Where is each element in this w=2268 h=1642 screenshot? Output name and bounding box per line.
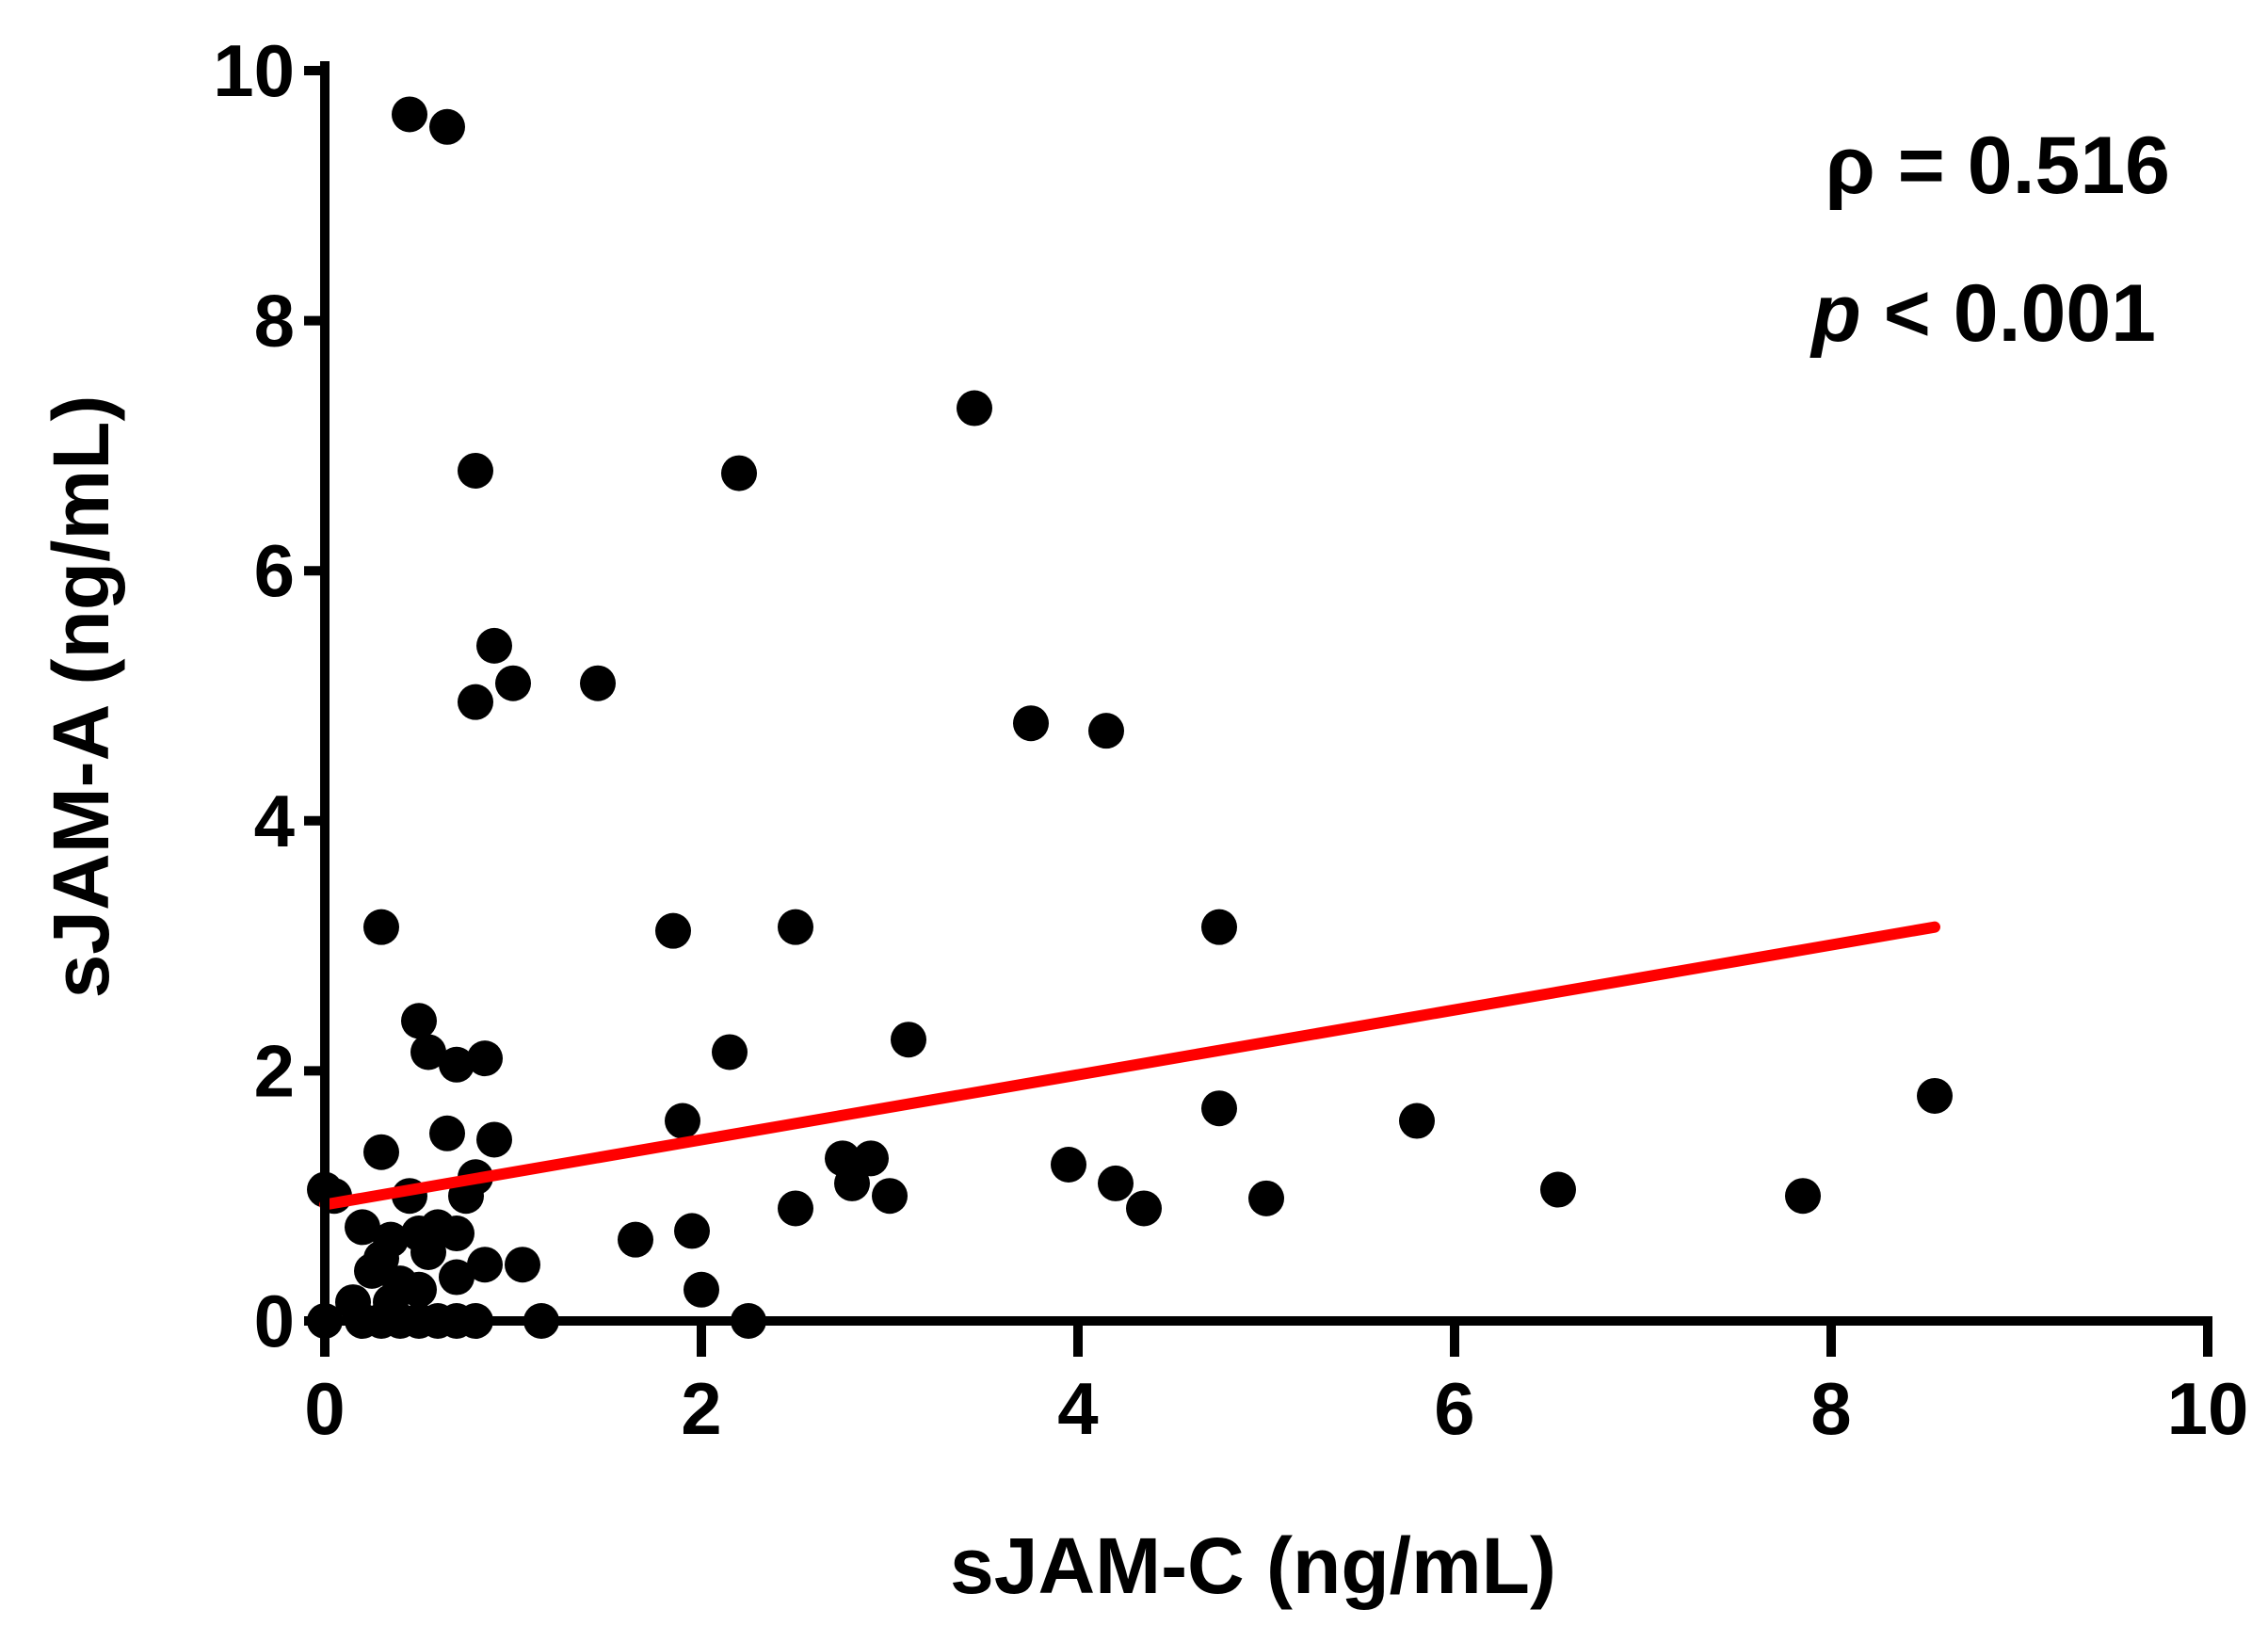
data-point — [853, 1140, 889, 1177]
y-axis-title: sJAM-A (ng/mL) — [37, 395, 125, 999]
y-tick-label: 0 — [254, 1280, 295, 1362]
data-point — [1785, 1178, 1821, 1215]
data-point — [1917, 1077, 1953, 1114]
p-value-text: < 0.001 — [1861, 268, 2156, 359]
data-point — [712, 1034, 748, 1071]
data-points — [307, 96, 1953, 1339]
axis-ticks: 0 2 4 6 8 10 0 2 4 6 8 10 — [213, 29, 2248, 1450]
data-point — [401, 1271, 437, 1308]
data-point — [354, 1252, 390, 1289]
x-tick-label: 10 — [2167, 1367, 2249, 1450]
x-tick-label: 6 — [1434, 1367, 1474, 1450]
data-point — [410, 1034, 446, 1071]
data-point — [392, 96, 427, 133]
y-tick-label: 2 — [254, 1029, 295, 1112]
data-point — [684, 1271, 719, 1308]
x-tick-label: 4 — [1057, 1367, 1098, 1450]
data-point — [363, 909, 399, 945]
data-point — [872, 1178, 908, 1215]
y-tick-label: 8 — [254, 280, 295, 362]
data-point — [665, 1103, 700, 1139]
x-tick-label: 8 — [1810, 1367, 1851, 1450]
data-point — [1088, 713, 1124, 749]
data-point — [674, 1213, 710, 1249]
data-point — [401, 1003, 437, 1039]
data-point — [467, 1247, 503, 1283]
data-point — [458, 452, 493, 489]
x-axis-title: sJAM-C (ng/mL) — [950, 1521, 1556, 1610]
p-value-label: p < 0.001 — [1810, 268, 2156, 359]
data-point — [1126, 1190, 1162, 1227]
y-tick-label: 10 — [213, 29, 295, 112]
data-point — [1201, 1090, 1237, 1127]
data-point — [1540, 1171, 1576, 1208]
data-point — [476, 1121, 512, 1158]
data-point — [363, 1134, 399, 1170]
data-point — [834, 1165, 870, 1201]
data-point — [1201, 909, 1237, 945]
x-tick-label: 0 — [304, 1367, 345, 1450]
data-point — [778, 1190, 813, 1227]
data-point — [1399, 1103, 1435, 1139]
data-point — [655, 912, 691, 949]
data-point — [505, 1247, 540, 1283]
data-point — [439, 1046, 475, 1083]
data-point — [1098, 1165, 1134, 1201]
data-point — [439, 1215, 475, 1252]
data-point — [1248, 1180, 1284, 1216]
y-tick-label: 4 — [254, 780, 295, 862]
y-tick-label: 6 — [254, 529, 295, 612]
p-value-symbol: p — [1810, 268, 1861, 359]
data-point — [345, 1209, 380, 1246]
data-point — [439, 1259, 475, 1296]
data-point — [721, 455, 757, 491]
data-point — [618, 1221, 653, 1258]
regression-line — [319, 921, 1940, 1211]
data-point — [467, 1040, 503, 1077]
data-point — [778, 909, 813, 945]
correlation-coefficient-label: ρ = 0.516 — [1826, 121, 2170, 211]
data-point — [957, 390, 992, 427]
data-point — [458, 684, 493, 720]
data-point — [891, 1022, 926, 1058]
data-point — [429, 108, 465, 145]
data-point — [476, 627, 512, 664]
x-tick-label: 2 — [681, 1367, 721, 1450]
data-point — [429, 1115, 465, 1151]
data-point — [1013, 705, 1049, 742]
data-point — [410, 1233, 446, 1270]
data-point — [495, 665, 531, 701]
data-point — [1051, 1147, 1086, 1183]
data-point — [580, 665, 616, 701]
